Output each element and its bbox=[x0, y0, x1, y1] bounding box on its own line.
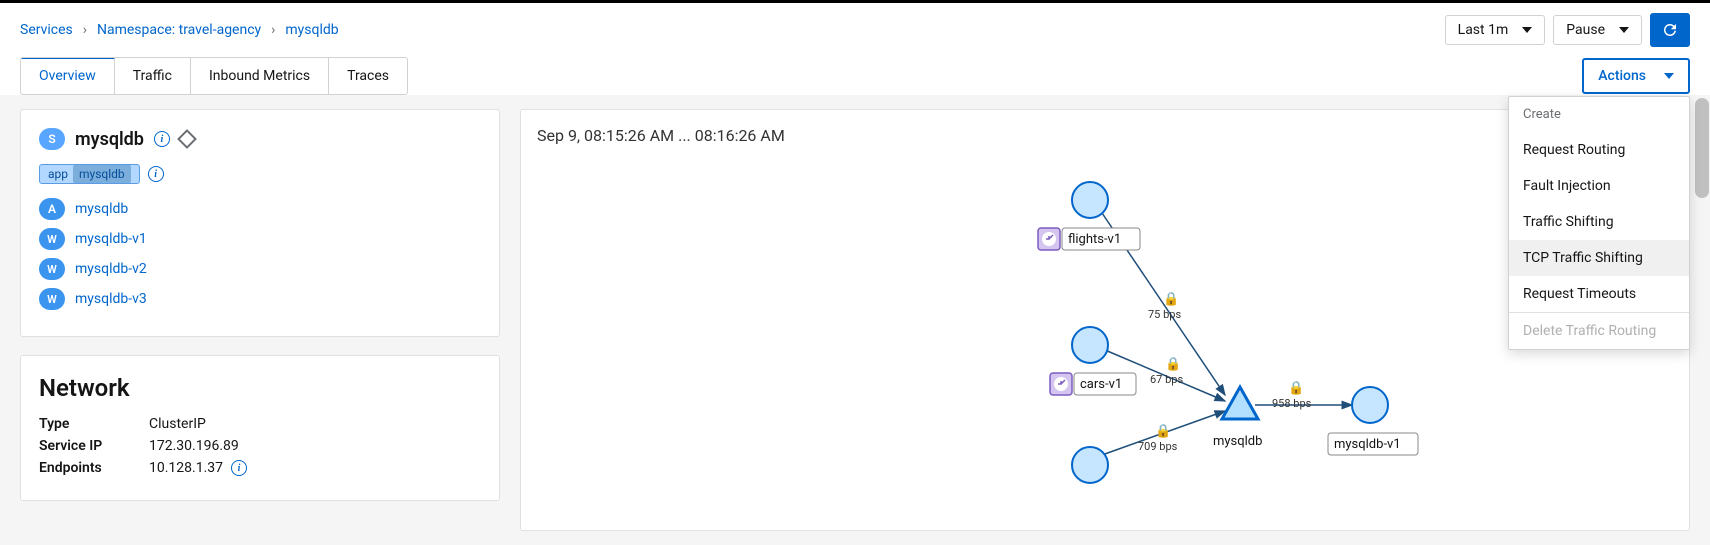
svg-text:75 bps: 75 bps bbox=[1148, 308, 1181, 321]
traffic-graph: 🔒 75 bps 🔒 67 bps 🔒 709 bps 🔒 958 bps bbox=[537, 155, 1673, 485]
chevron-down-icon bbox=[1664, 73, 1674, 79]
left-column: S mysqldb i app mysqldb i A mysqldb W my… bbox=[20, 109, 500, 531]
scroll-thumb[interactable] bbox=[1695, 98, 1709, 198]
network-endpoints-row: Endpoints 10.128.1.37 i bbox=[39, 460, 481, 476]
header-row: Services › Namespace: travel-agency › my… bbox=[0, 3, 1710, 57]
node-cars-v1[interactable] bbox=[1072, 327, 1108, 363]
network-title: Network bbox=[39, 374, 481, 402]
network-endpoints-label: Endpoints bbox=[39, 460, 149, 476]
menu-header-create: Create bbox=[1509, 97, 1689, 132]
service-title-row: S mysqldb i bbox=[39, 128, 481, 150]
workload-badge: W bbox=[39, 288, 65, 310]
workload-row: W mysqldb-v2 bbox=[39, 258, 481, 280]
refresh-icon bbox=[1661, 21, 1679, 39]
svg-text:flights-v1: flights-v1 bbox=[1068, 232, 1121, 247]
actions-dropdown-menu: Create Request Routing Fault Injection T… bbox=[1508, 96, 1690, 350]
network-ip-label: Service IP bbox=[39, 438, 149, 454]
node-label-mysqldb-v1: mysqldb-v1 bbox=[1334, 437, 1401, 452]
graph-area[interactable]: 🔒 75 bps 🔒 67 bps 🔒 709 bps 🔒 958 bps bbox=[537, 155, 1673, 485]
node-mysqldb-service[interactable] bbox=[1222, 387, 1258, 419]
network-card: Network Type ClusterIP Service IP 172.30… bbox=[20, 355, 500, 501]
node-hotels-v1[interactable] bbox=[1072, 447, 1108, 483]
content-area: S mysqldb i app mysqldb i A mysqldb W my… bbox=[0, 95, 1710, 545]
svg-text:958 bps: 958 bps bbox=[1272, 397, 1312, 410]
menu-item-traffic-shifting[interactable]: Traffic Shifting bbox=[1509, 204, 1689, 240]
breadcrumb-services[interactable]: Services bbox=[20, 22, 73, 38]
info-icon[interactable]: i bbox=[231, 460, 247, 476]
graph-time-range: Sep 9, 08:15:26 AM ... 08:16:26 AM bbox=[537, 126, 1673, 145]
node-label-flights: flights-v1 bbox=[1038, 228, 1140, 250]
scrollbar[interactable] bbox=[1694, 96, 1710, 526]
svg-text:🔒: 🔒 bbox=[1165, 357, 1181, 372]
menu-item-request-timeouts[interactable]: Request Timeouts bbox=[1509, 276, 1689, 312]
service-badge: S bbox=[39, 128, 65, 150]
app-label-pill: app mysqldb bbox=[39, 164, 140, 184]
svg-text:🔒: 🔒 bbox=[1155, 424, 1171, 439]
svg-text:🔒: 🔒 bbox=[1288, 381, 1304, 396]
menu-item-request-routing[interactable]: Request Routing bbox=[1509, 132, 1689, 168]
tab-traffic[interactable]: Traffic bbox=[115, 58, 191, 94]
workload-link-v2[interactable]: mysqldb-v2 bbox=[75, 261, 147, 277]
info-icon[interactable]: i bbox=[154, 131, 170, 147]
pause-label: Pause bbox=[1566, 22, 1605, 38]
actions-label: Actions bbox=[1598, 68, 1646, 84]
breadcrumb-current[interactable]: mysqldb bbox=[285, 22, 338, 38]
workload-row: W mysqldb-v1 bbox=[39, 228, 481, 250]
workload-link-v1[interactable]: mysqldb-v1 bbox=[75, 231, 147, 247]
workload-link-v3[interactable]: mysqldb-v3 bbox=[75, 291, 147, 307]
time-range-label: Last 1m bbox=[1458, 22, 1509, 38]
network-type-value: ClusterIP bbox=[149, 416, 206, 432]
network-ip-value: 172.30.196.89 bbox=[149, 438, 239, 454]
info-icon[interactable]: i bbox=[148, 166, 164, 182]
workload-badge: W bbox=[39, 258, 65, 280]
menu-item-tcp-traffic-shifting[interactable]: TCP Traffic Shifting bbox=[1509, 240, 1689, 276]
tab-inbound-metrics[interactable]: Inbound Metrics bbox=[191, 58, 329, 94]
menu-item-fault-injection[interactable]: Fault Injection bbox=[1509, 168, 1689, 204]
svg-text:709 bps: 709 bps bbox=[1138, 440, 1178, 453]
tab-traces[interactable]: Traces bbox=[329, 58, 407, 94]
breadcrumb-namespace[interactable]: Namespace: travel-agency bbox=[97, 22, 261, 38]
network-ip-row: Service IP 172.30.196.89 bbox=[39, 438, 481, 454]
breadcrumb-separator: › bbox=[83, 22, 87, 38]
node-label-mysqldb: mysqldb bbox=[1213, 434, 1262, 449]
edge-label-flights: 🔒 75 bps bbox=[1148, 292, 1181, 321]
tabs-group: Overview Traffic Inbound Metrics Traces bbox=[20, 57, 408, 95]
app-link[interactable]: mysqldb bbox=[75, 201, 128, 217]
refresh-button[interactable] bbox=[1650, 13, 1690, 47]
label-row: app mysqldb i bbox=[39, 164, 481, 184]
config-icon[interactable] bbox=[177, 129, 197, 149]
tabs-row: Overview Traffic Inbound Metrics Traces … bbox=[0, 57, 1710, 95]
breadcrumb-separator: › bbox=[271, 22, 275, 38]
workload-badge: W bbox=[39, 228, 65, 250]
chevron-down-icon bbox=[1619, 27, 1629, 33]
edge-label-hotels: 🔒 709 bps bbox=[1138, 424, 1178, 453]
svg-text:67 bps: 67 bps bbox=[1150, 373, 1183, 386]
service-card: S mysqldb i app mysqldb i A mysqldb W my… bbox=[20, 109, 500, 337]
svg-text:🔒: 🔒 bbox=[1163, 292, 1179, 307]
actions-button[interactable]: Actions bbox=[1582, 58, 1690, 94]
menu-item-delete-traffic-routing: Delete Traffic Routing bbox=[1509, 313, 1689, 349]
app-row: A mysqldb bbox=[39, 198, 481, 220]
pause-select[interactable]: Pause bbox=[1553, 15, 1642, 45]
service-name: mysqldb bbox=[75, 129, 144, 150]
node-mysqldb-v1[interactable] bbox=[1352, 387, 1388, 423]
node-flights-v1[interactable] bbox=[1072, 182, 1108, 218]
time-range-select[interactable]: Last 1m bbox=[1445, 15, 1546, 45]
workload-row: W mysqldb-v3 bbox=[39, 288, 481, 310]
tab-overview[interactable]: Overview bbox=[21, 57, 115, 94]
chevron-down-icon bbox=[1522, 27, 1532, 33]
app-badge: A bbox=[39, 198, 65, 220]
node-label-cars: cars-v1 bbox=[1050, 373, 1136, 395]
svg-text:cars-v1: cars-v1 bbox=[1080, 377, 1122, 392]
network-endpoints-value: 10.128.1.37 i bbox=[149, 460, 247, 476]
network-type-label: Type bbox=[39, 416, 149, 432]
breadcrumb: Services › Namespace: travel-agency › my… bbox=[20, 22, 1445, 38]
endpoint-ip: 10.128.1.37 bbox=[149, 460, 223, 476]
label-key: app bbox=[48, 167, 68, 181]
label-value: mysqldb bbox=[73, 165, 131, 183]
edge-label-db-v1: 🔒 958 bps bbox=[1272, 381, 1312, 410]
network-type-row: Type ClusterIP bbox=[39, 416, 481, 432]
header-controls: Last 1m Pause bbox=[1445, 13, 1690, 47]
